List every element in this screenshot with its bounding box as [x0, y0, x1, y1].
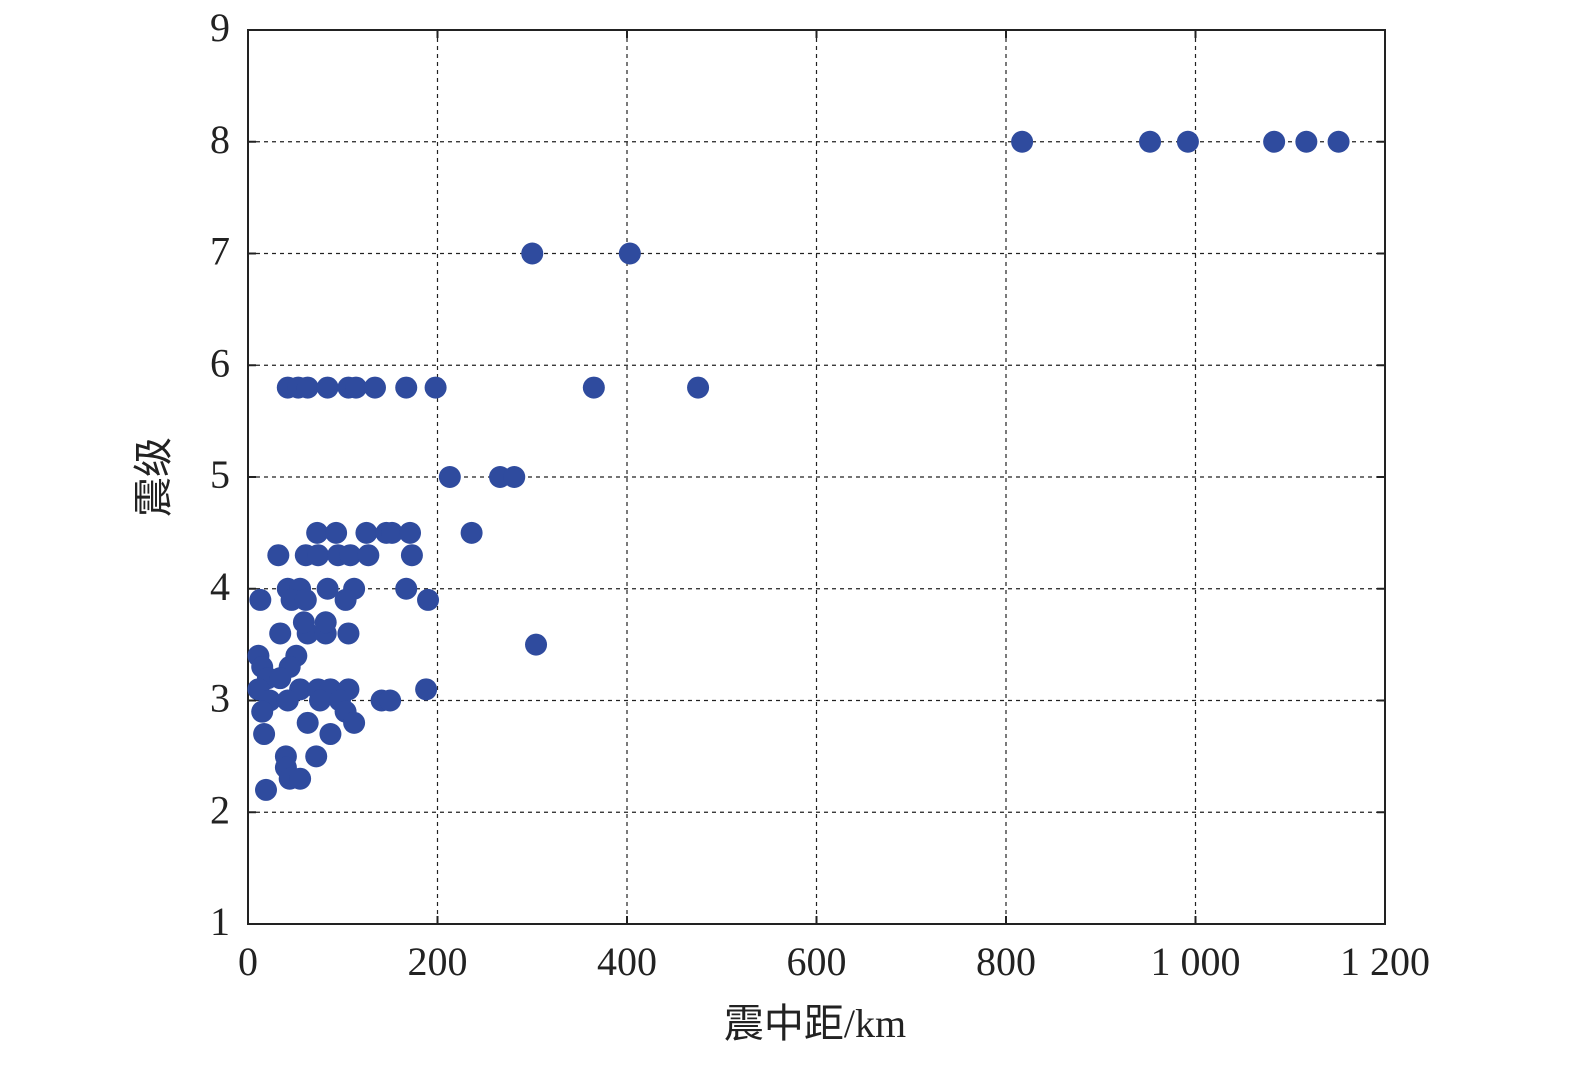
- scatter-point: [363, 376, 386, 399]
- scatter-point: [307, 544, 330, 567]
- scatter-point: [355, 521, 378, 544]
- scatter-point: [339, 544, 362, 567]
- scatter-point: [249, 588, 272, 611]
- scatter-point: [438, 466, 461, 488]
- scatter-point: [289, 767, 312, 790]
- x-tick-label: 600: [787, 939, 847, 984]
- plot-frame: [247, 29, 1386, 925]
- scatter-point: [269, 667, 292, 690]
- scatter-point: [379, 689, 402, 712]
- scatter-point: [325, 521, 348, 544]
- y-axis-title: 震级: [131, 437, 176, 517]
- scatter-point: [525, 633, 548, 656]
- scatter-point: [381, 521, 404, 544]
- scatter-point: [424, 376, 447, 399]
- scatter-point: [1176, 130, 1199, 153]
- y-tick-label: 2: [210, 787, 230, 832]
- scatter-point: [251, 700, 274, 723]
- scatter-point: [618, 242, 641, 265]
- y-tick-label: 7: [210, 229, 230, 274]
- scatter-point: [316, 376, 339, 399]
- x-tick-label: 1 000: [1151, 939, 1241, 984]
- y-tick-label: 5: [210, 452, 230, 497]
- scatter-point: [503, 466, 526, 488]
- scatter-point: [305, 745, 328, 768]
- scatter-point: [337, 622, 360, 645]
- scatter-point: [399, 521, 422, 544]
- scatter-point: [357, 544, 380, 567]
- scatter-point: [316, 577, 339, 600]
- scatter-point: [1139, 130, 1162, 153]
- scatter-point: [687, 376, 710, 399]
- scatter-point: [343, 711, 366, 734]
- scatter-point: [395, 577, 418, 600]
- scatter-point: [255, 778, 278, 801]
- scatter-point: [253, 723, 276, 746]
- scatter-point: [319, 723, 342, 746]
- x-tick-label: 800: [976, 939, 1036, 984]
- x-tick-label: 400: [597, 939, 657, 984]
- scatter-point: [296, 376, 319, 399]
- x-tick-label: 0: [238, 939, 258, 984]
- scatter-point: [314, 611, 337, 634]
- scatter-point: [1011, 130, 1034, 153]
- scatter-point: [269, 622, 292, 645]
- y-tick-label: 6: [210, 340, 230, 385]
- x-axis-title: 震中距/km: [724, 1001, 906, 1046]
- scatter-point: [395, 376, 418, 399]
- x-tick-label: 200: [408, 939, 468, 984]
- scatter-point: [1263, 130, 1286, 153]
- scatter-point: [417, 588, 440, 611]
- x-tick-label: 1 200: [1340, 939, 1430, 984]
- scatter-point: [415, 678, 438, 701]
- scatter-point: [400, 544, 423, 567]
- scatter-point: [1295, 130, 1318, 153]
- scatter-point: [1327, 130, 1350, 153]
- scatter-point: [460, 521, 483, 544]
- scatter-point: [294, 588, 317, 611]
- y-tick-label: 4: [210, 564, 230, 609]
- scatter-point: [296, 711, 319, 734]
- scatter-point: [309, 689, 332, 712]
- scatter-point: [345, 376, 368, 399]
- scatter-point: [521, 242, 544, 265]
- scatter-point: [582, 376, 605, 399]
- scatter-point: [292, 611, 315, 634]
- y-tick-label: 3: [210, 676, 230, 721]
- y-tick-label: 8: [210, 117, 230, 162]
- scatter-point: [334, 588, 357, 611]
- scatter-point: [276, 689, 299, 712]
- y-tick-label: 9: [210, 5, 230, 50]
- y-tick-label: 1: [210, 899, 230, 944]
- scatter-point: [267, 544, 290, 567]
- scatter-point: [306, 521, 329, 544]
